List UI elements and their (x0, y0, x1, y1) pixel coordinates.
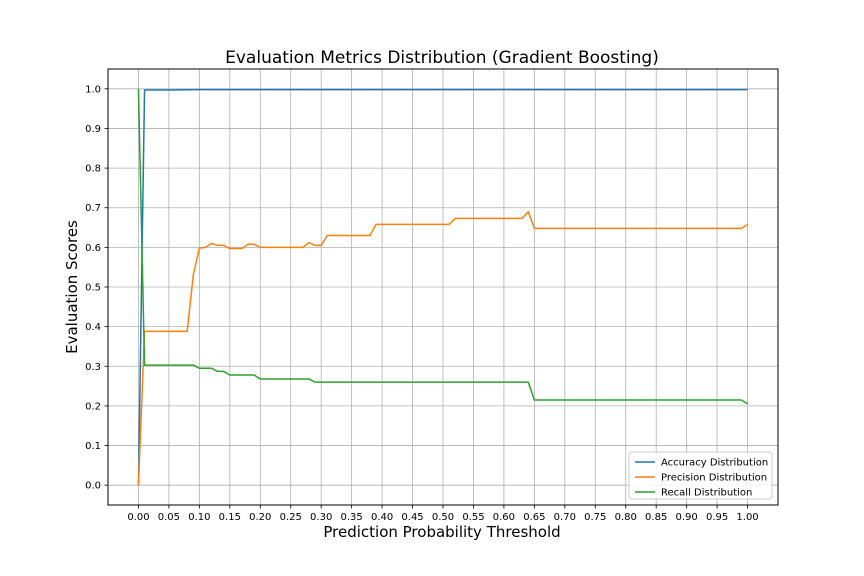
x-tick-label: 0.45 (401, 512, 423, 523)
x-tick-label: 0.30 (310, 512, 332, 523)
x-tick-label: 1.00 (736, 512, 758, 523)
x-tick-label: 0.75 (584, 512, 606, 523)
legend: Accuracy Distribution Precision Distribut… (628, 451, 773, 500)
x-tick-label: 0.55 (462, 512, 484, 523)
y-tick-label: 0.7 (85, 203, 101, 214)
y-tick-label: 0.6 (85, 243, 101, 254)
series-lines (137, 88, 748, 486)
y-tick-label: 0.1 (85, 441, 101, 452)
grid-lines (108, 69, 778, 505)
x-tick-label: 0.60 (493, 512, 515, 523)
series-line-accuracy (137, 88, 748, 486)
x-tick-label: 0.10 (188, 512, 210, 523)
y-tick-label: 0.8 (85, 164, 101, 175)
chart-title: Evaluation Metrics Distribution (Gradien… (225, 48, 659, 68)
y-tick-label: 0.4 (85, 322, 101, 333)
x-tick-label: 0.90 (676, 512, 698, 523)
y-tick-label: 1.0 (85, 84, 101, 95)
x-tick-label: 0.35 (341, 512, 363, 523)
y-tick-label: 0.3 (85, 362, 101, 373)
axis-ticks: 0.00 0.05 0.10 0.15 0.20 0.25 0.30 0.35 0.40 0.45… (85, 84, 759, 523)
x-tick-label: 0.85 (645, 512, 667, 523)
series-line-recall (137, 88, 748, 405)
series-line-precision (137, 210, 748, 486)
x-tick-label: 0.70 (554, 512, 576, 523)
legend-label: Recall Distribution (661, 488, 752, 499)
x-tick-label: 0.40 (371, 512, 393, 523)
x-tick-label: 0.25 (280, 512, 302, 523)
x-tick-label: 0.00 (127, 512, 149, 523)
x-tick-label: 0.05 (158, 512, 180, 523)
y-tick-label: 0.2 (85, 401, 101, 412)
x-tick-label: 0.15 (219, 512, 241, 523)
x-tick-label: 0.20 (249, 512, 271, 523)
legend-label: Precision Distribution (661, 473, 767, 484)
x-tick-label: 0.95 (706, 512, 728, 523)
x-tick-label: 0.65 (523, 512, 545, 523)
y-tick-label: 0.5 (85, 283, 101, 294)
y-axis-label: Evaluation Scores (63, 220, 81, 354)
y-tick-label: 0.9 (85, 124, 101, 135)
legend-box (628, 451, 773, 500)
y-tick-label: 0.0 (85, 481, 101, 492)
x-tick-label: 0.50 (432, 512, 454, 523)
x-tick-label: 0.80 (615, 512, 637, 523)
legend-label: Accuracy Distribution (661, 458, 768, 469)
x-axis-label: Prediction Probability Threshold (323, 523, 560, 541)
